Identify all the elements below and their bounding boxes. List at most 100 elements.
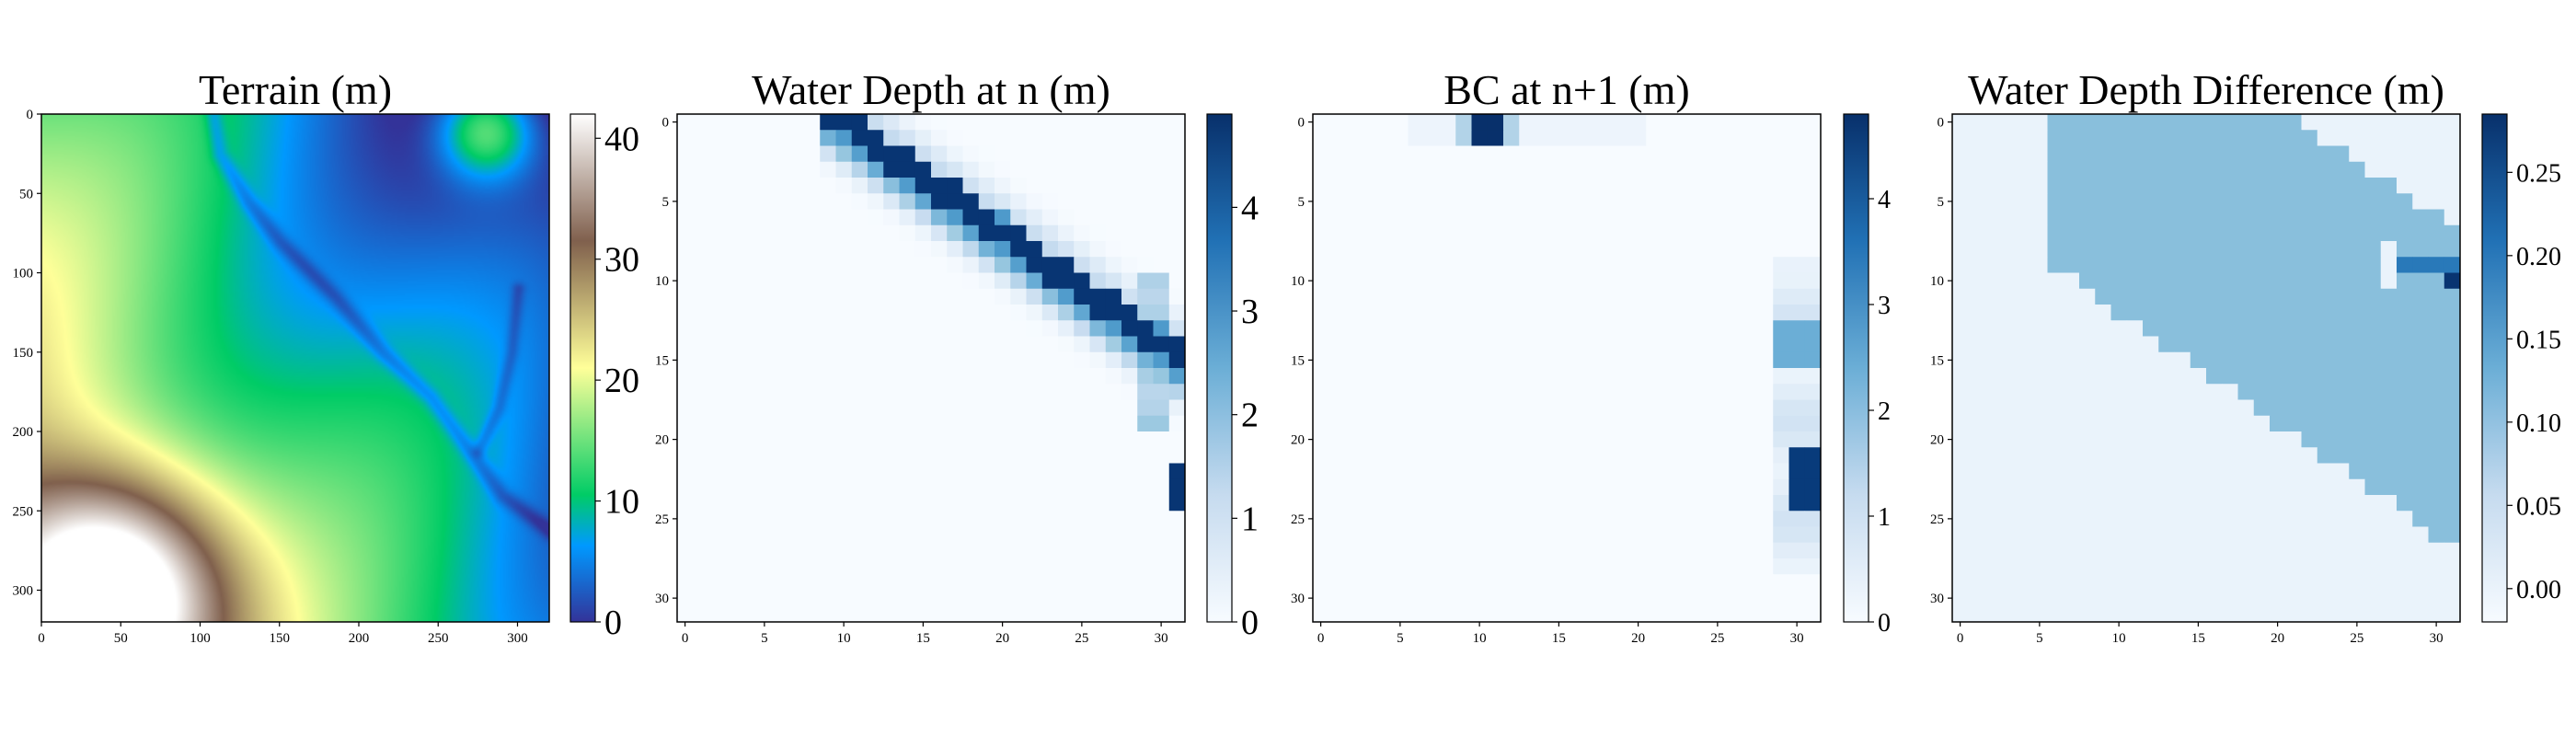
heatmap-cell bbox=[947, 320, 963, 337]
heatmap-cell bbox=[2095, 320, 2111, 337]
heatmap-cell bbox=[2095, 478, 2111, 496]
heatmap-cell bbox=[2110, 288, 2128, 305]
heatmap-cell bbox=[1741, 305, 1758, 321]
heatmap-cell bbox=[1582, 511, 1599, 527]
heatmap-cell bbox=[2079, 447, 2096, 464]
heatmap-cell bbox=[947, 605, 963, 622]
heatmap-cell bbox=[1567, 384, 1583, 400]
heatmap-cell bbox=[677, 590, 694, 607]
heatmap-cell bbox=[835, 431, 853, 448]
heatmap-cell bbox=[2253, 526, 2271, 544]
heatmap-cell bbox=[1360, 399, 1377, 417]
heatmap-cell bbox=[835, 288, 853, 305]
heatmap-cell bbox=[1137, 511, 1154, 527]
heatmap-cell bbox=[1376, 241, 1393, 258]
heatmap-cell bbox=[1968, 257, 1984, 273]
heatmap-cell bbox=[2016, 114, 2032, 131]
heatmap-cell bbox=[1709, 305, 1726, 321]
heatmap-cell bbox=[1137, 574, 1154, 591]
heatmap-cell bbox=[1010, 368, 1027, 385]
heatmap-cell bbox=[1773, 511, 1789, 527]
heatmap-cell bbox=[1535, 495, 1552, 512]
heatmap-cell bbox=[677, 384, 694, 400]
heatmap-cell bbox=[1058, 399, 1075, 417]
heatmap-cell bbox=[708, 463, 726, 480]
heatmap-cell bbox=[1360, 114, 1377, 131]
heatmap-cell bbox=[899, 574, 916, 591]
heatmap-cell bbox=[2190, 272, 2207, 290]
heatmap-cell bbox=[2174, 305, 2191, 321]
heatmap-cell bbox=[2063, 478, 2080, 496]
heatmap-cell bbox=[741, 193, 757, 210]
heatmap-cell bbox=[1535, 558, 1552, 575]
heatmap-cell bbox=[1773, 542, 1789, 559]
heatmap-cell bbox=[1614, 161, 1631, 178]
heatmap-cell bbox=[2031, 320, 2048, 337]
heatmap-cell bbox=[1121, 590, 1138, 607]
heatmap-cell bbox=[1741, 495, 1758, 512]
heatmap-cell bbox=[1968, 224, 1984, 242]
heatmap-cell bbox=[914, 320, 932, 337]
heatmap-cell bbox=[1519, 178, 1535, 194]
heatmap-cell bbox=[2270, 145, 2286, 163]
heatmap-cell bbox=[2364, 495, 2382, 512]
heatmap-cell bbox=[2397, 161, 2413, 178]
heatmap-cell bbox=[2079, 272, 2096, 290]
heatmap-cell bbox=[1709, 463, 1726, 480]
heatmap-cell bbox=[1614, 542, 1631, 559]
heatmap-cell bbox=[2412, 145, 2429, 163]
heatmap-cell bbox=[2317, 114, 2334, 131]
heatmap-cell bbox=[2444, 161, 2460, 178]
heatmap-cell bbox=[1313, 574, 1329, 591]
heatmap-cell bbox=[2063, 288, 2080, 305]
heatmap-cell bbox=[1984, 288, 2001, 305]
heatmap-cell bbox=[1328, 399, 1345, 417]
heatmap-cell bbox=[1041, 590, 1059, 607]
heatmap-cell bbox=[2301, 224, 2318, 242]
y-tick-label: 300 bbox=[13, 584, 34, 599]
heatmap-cell bbox=[1471, 161, 1489, 178]
heatmap-cell bbox=[1105, 241, 1122, 258]
heatmap-cell bbox=[2428, 257, 2445, 273]
heatmap-cell bbox=[2237, 241, 2255, 258]
heatmap-cell bbox=[1423, 399, 1441, 417]
heatmap-cell bbox=[2237, 399, 2255, 417]
heatmap-cell bbox=[1360, 558, 1377, 575]
heatmap-cell bbox=[2333, 558, 2350, 575]
heatmap-cell bbox=[756, 209, 773, 226]
heatmap-cell bbox=[724, 209, 742, 226]
heatmap-cell bbox=[1952, 336, 1969, 353]
heatmap-cell bbox=[1519, 272, 1535, 290]
heatmap-cell bbox=[962, 431, 980, 448]
heatmap-cell bbox=[1582, 463, 1599, 480]
heatmap-cell bbox=[1662, 241, 1679, 258]
heatmap-cell bbox=[1598, 351, 1616, 369]
heatmap-cell bbox=[1741, 542, 1758, 559]
heatmap-cell bbox=[1471, 526, 1489, 544]
heatmap-cell bbox=[2349, 257, 2365, 273]
heatmap-cell bbox=[2143, 305, 2159, 321]
heatmap-cell bbox=[1328, 145, 1345, 163]
heatmap-cell bbox=[1614, 605, 1631, 622]
heatmap-cell bbox=[1709, 526, 1726, 544]
heatmap-cell bbox=[1519, 257, 1535, 273]
x-tick-label: 250 bbox=[428, 631, 449, 646]
heatmap-cell bbox=[1725, 368, 1742, 385]
heatmap-cell bbox=[1440, 336, 1456, 353]
heatmap-cell bbox=[1677, 114, 1695, 131]
heatmap-cell bbox=[693, 336, 709, 353]
heatmap-cell bbox=[1709, 257, 1726, 273]
heatmap-cell bbox=[772, 257, 789, 273]
x-tick-label: 10 bbox=[837, 631, 851, 646]
heatmap-cell bbox=[1535, 431, 1552, 448]
heatmap-cell bbox=[820, 447, 836, 464]
heatmap-cell bbox=[2253, 415, 2271, 432]
heatmap-cell bbox=[1709, 399, 1726, 417]
heatmap-cell bbox=[1423, 305, 1441, 321]
heatmap-cell bbox=[995, 241, 1011, 258]
heatmap-cell bbox=[851, 447, 868, 464]
heatmap-cell bbox=[2270, 526, 2286, 544]
heatmap-cell bbox=[962, 178, 980, 194]
heatmap-cell bbox=[1757, 320, 1774, 337]
heatmap-cell bbox=[1741, 574, 1758, 591]
